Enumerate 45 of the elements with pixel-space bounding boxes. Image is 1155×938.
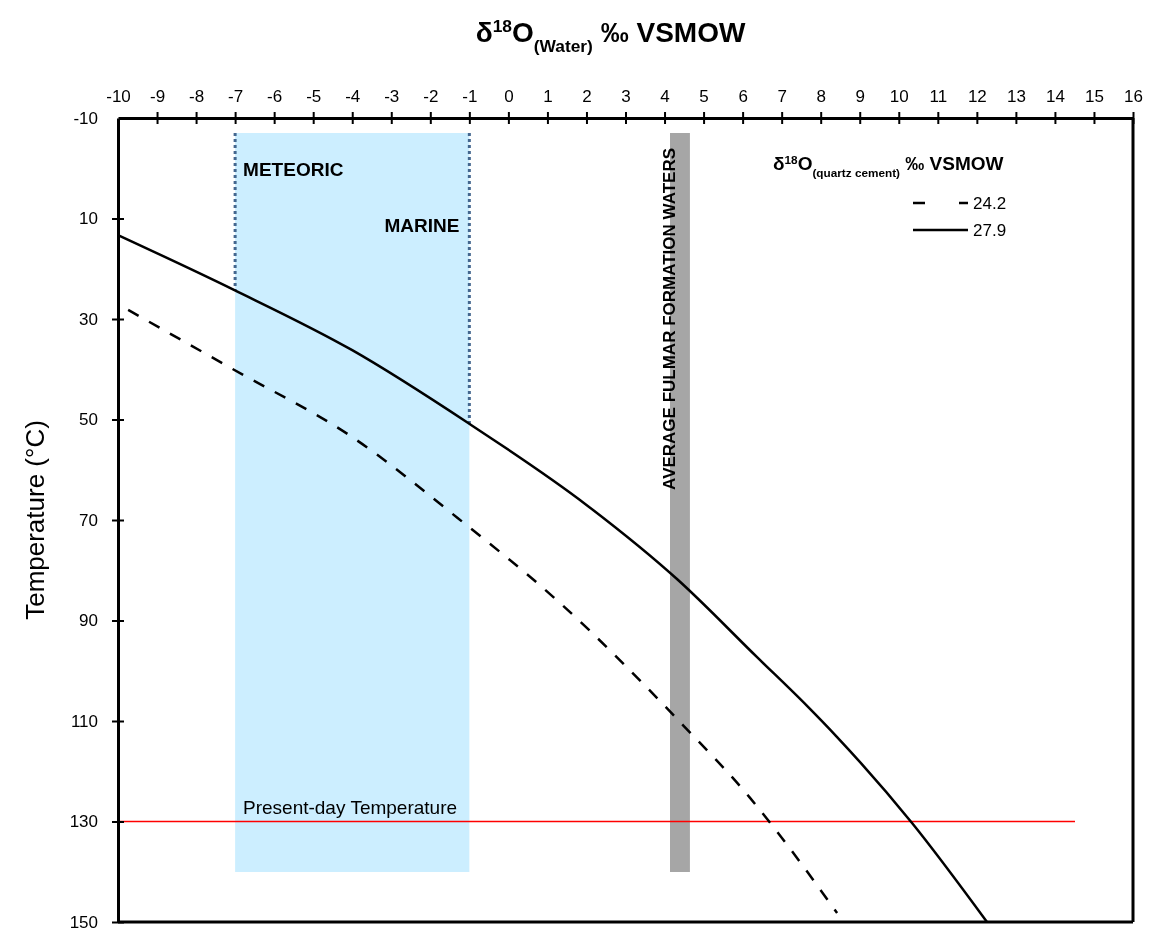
x-tick-label: 0 (504, 87, 514, 106)
band-label: AVERAGE FULMAR FORMATION WATERS (659, 148, 679, 490)
x-tick-label: -8 (189, 87, 205, 106)
x-tick-label: 16 (1124, 87, 1143, 106)
x-tick-label: -3 (384, 87, 400, 106)
ref-line-label: Present-day Temperature (243, 796, 458, 818)
x-tick-label: 3 (621, 87, 631, 106)
y-tick-label: 150 (69, 912, 98, 932)
x-tick-label: 14 (1045, 87, 1065, 106)
x-tick-label: -7 (228, 87, 244, 106)
x-tick-label: 9 (855, 87, 865, 106)
x-tick-label: 4 (660, 87, 670, 106)
y-tick-label: 90 (79, 611, 98, 631)
x-tick-label: 10 (889, 87, 909, 106)
annotation: MARINE (384, 214, 460, 236)
x-tick-label: 1 (543, 87, 553, 106)
y-tick-label: 50 (79, 410, 98, 430)
y-tick-label: 110 (70, 711, 98, 731)
annotation: METEORIC (243, 159, 344, 181)
x-tick-label: 2 (582, 87, 592, 106)
x-tick-label: 8 (816, 87, 826, 106)
x-tick-label: -5 (306, 87, 322, 106)
x-tick-label: 7 (777, 87, 787, 106)
x-tick-label: 6 (738, 87, 748, 106)
x-tick-label: 12 (967, 87, 987, 106)
x-tick-label: -2 (423, 87, 439, 106)
x-tick-label: 13 (1006, 87, 1026, 106)
x-tick-label: 5 (699, 87, 709, 106)
x-tick-label: -4 (345, 87, 361, 106)
x-tick-label: 11 (929, 87, 948, 106)
x-tick-label: -10 (106, 87, 131, 106)
legend-label: 27.9 (973, 221, 1007, 240)
x-axis-title: δ$^{18}$O$_{(Water)}$ ‰ VSMOW (475, 16, 746, 56)
x-tick-label: 15 (1085, 87, 1104, 106)
legend-label: 24.2 (973, 194, 1007, 213)
y-tick-label: 70 (79, 510, 98, 530)
x-tick-label: -6 (267, 87, 283, 106)
y-tick-label: -10 (73, 108, 98, 128)
x-tick-label: -1 (462, 87, 478, 106)
y-tick-label: 30 (79, 309, 98, 329)
y-tick-label: 10 (79, 209, 98, 229)
legend-title: δ$^{18}$O$_{(quartz cement)}$ ‰ VSMOW (773, 152, 1004, 179)
y-tick-label: 130 (69, 812, 98, 832)
y-axis-title: Temperature (°C) (20, 420, 50, 620)
x-tick-label: -9 (149, 87, 166, 106)
